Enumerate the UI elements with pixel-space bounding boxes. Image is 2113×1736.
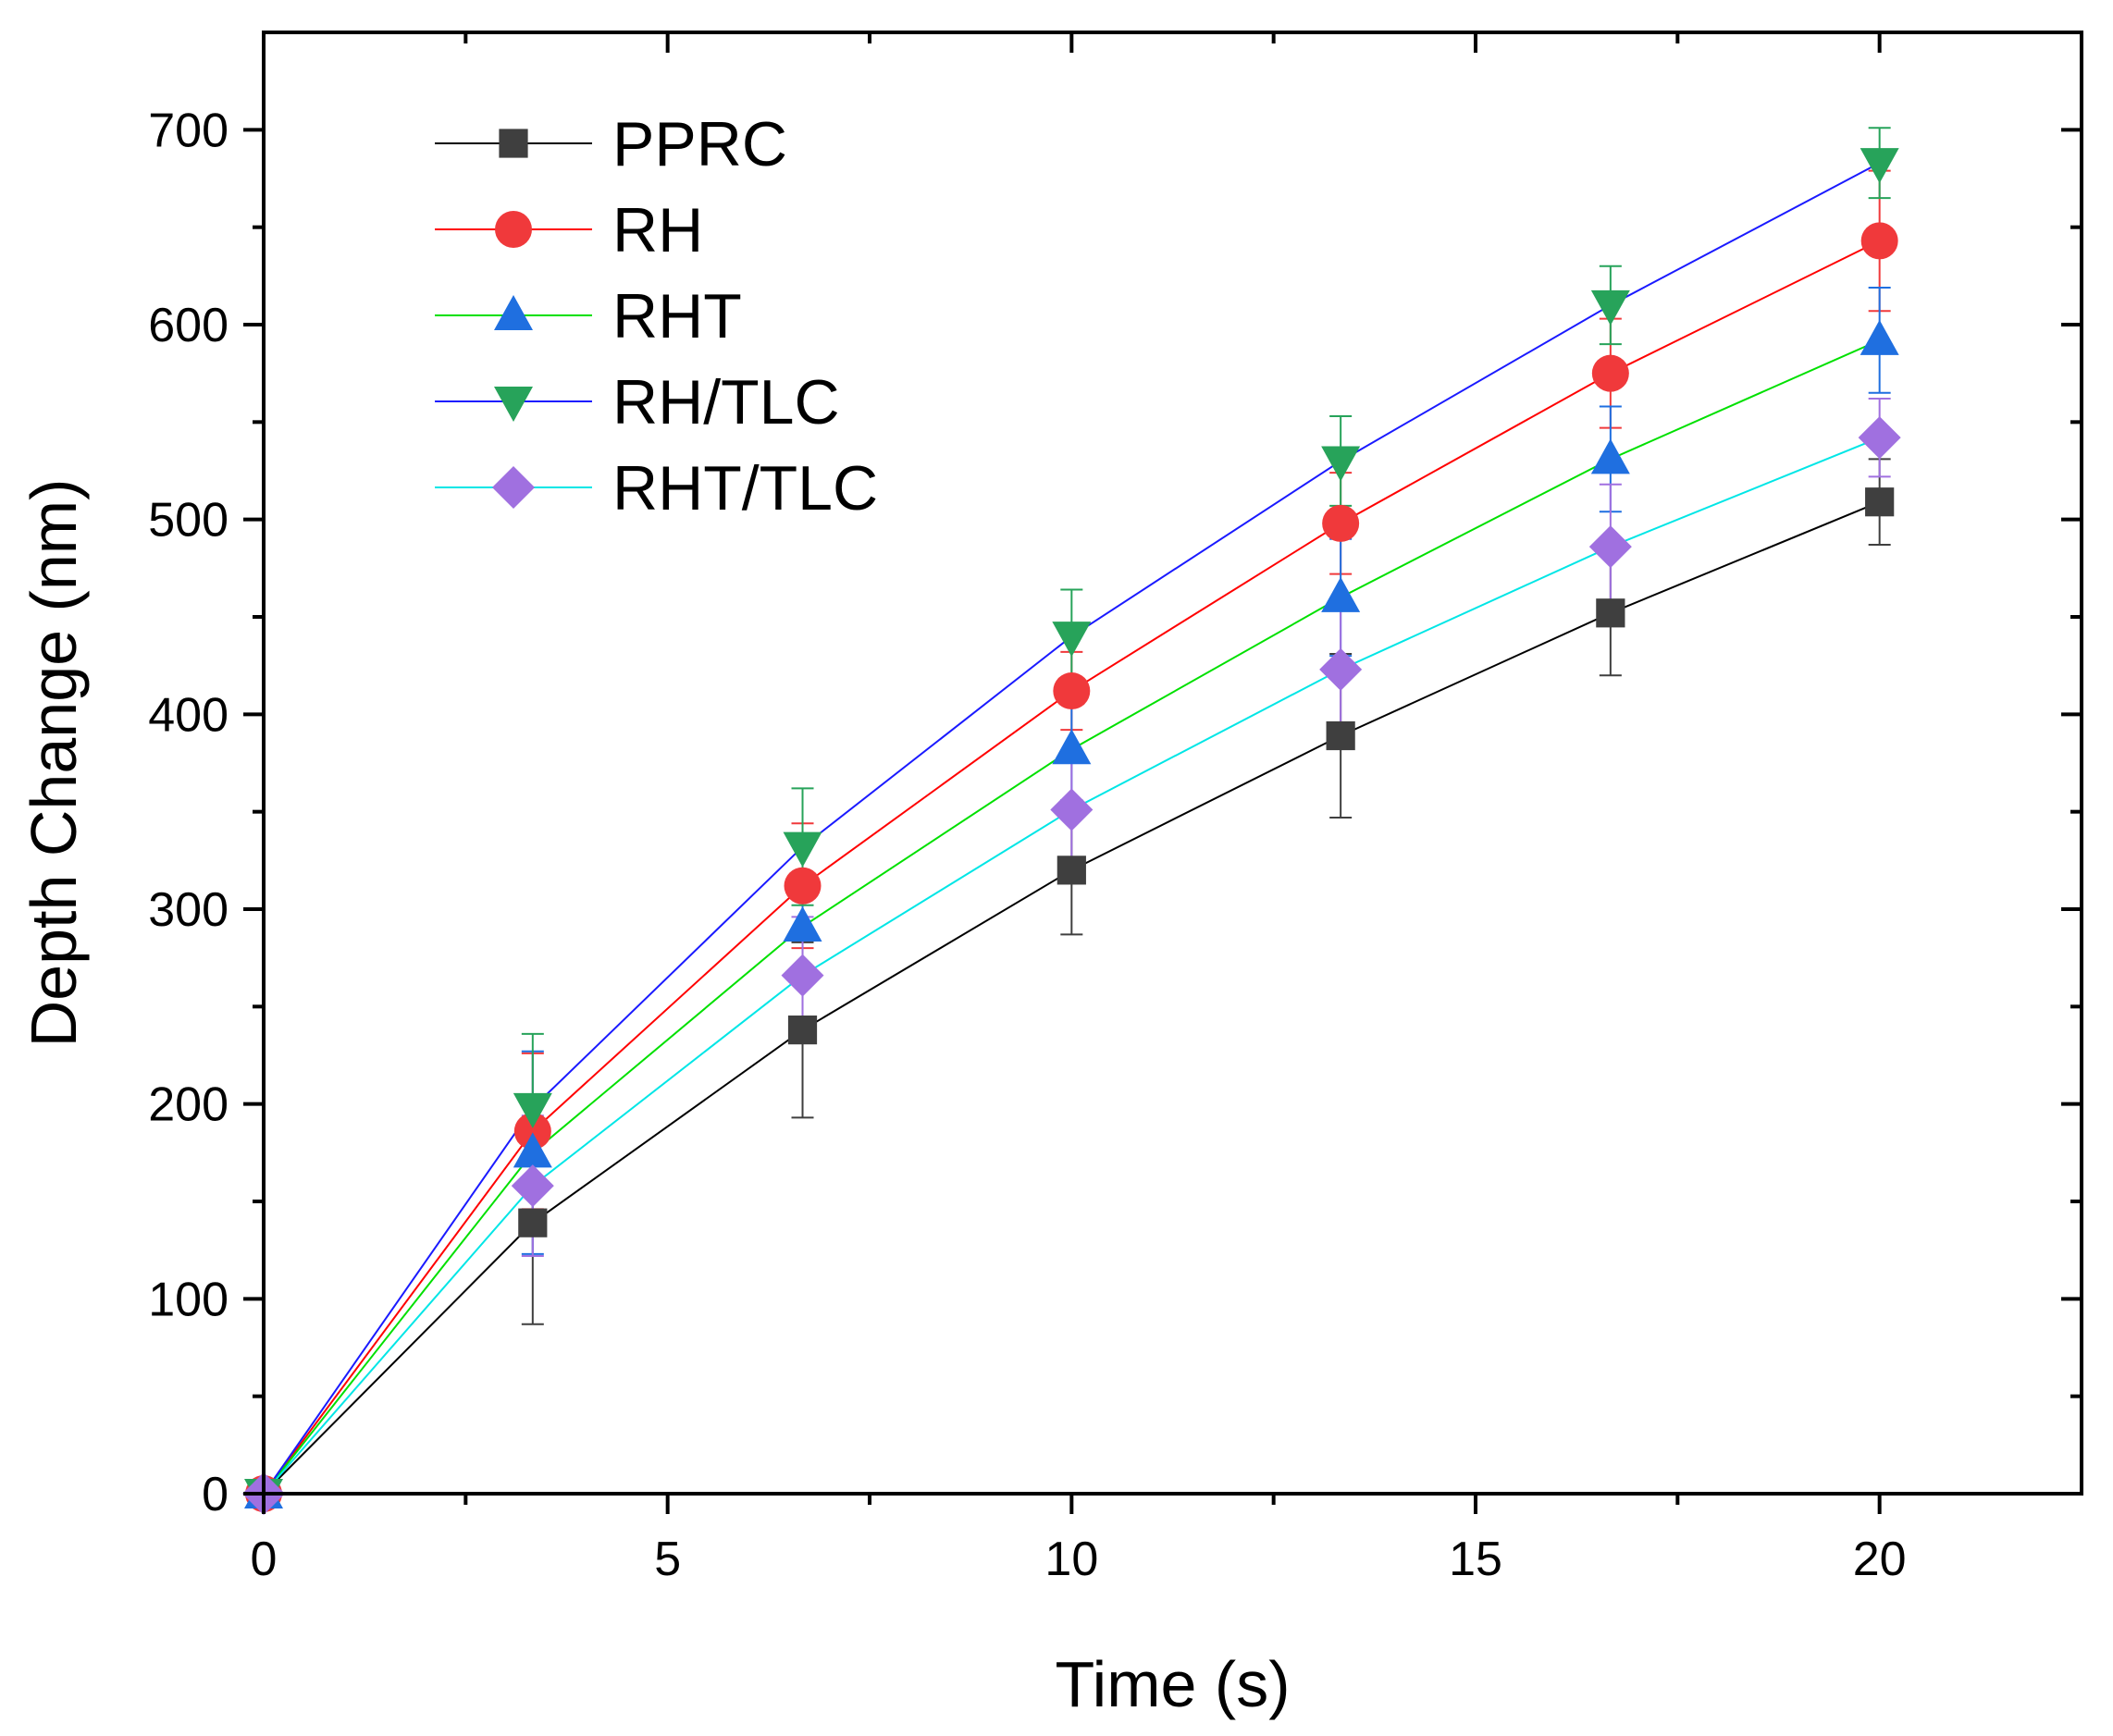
y-tick-label: 0 (202, 1468, 229, 1521)
data-point (787, 1016, 818, 1045)
legend-item: RH/TLC (435, 367, 840, 437)
y-tick-label: 500 (148, 494, 229, 548)
data-point (1591, 354, 1629, 392)
legend-label: RH (612, 195, 703, 265)
y-tick-label: 100 (148, 1273, 229, 1326)
data-point (1865, 487, 1895, 517)
legend-label: RHT (612, 281, 742, 351)
legend-marker (492, 466, 535, 509)
data-point (513, 1113, 551, 1151)
data-point (1056, 856, 1086, 885)
y-axis-title: Depth Change (nm) (18, 479, 90, 1048)
y-tick-label: 700 (148, 104, 229, 157)
data-point (784, 867, 822, 905)
x-tick-label: 5 (654, 1533, 681, 1586)
data-point (781, 954, 824, 997)
data-point (1050, 788, 1094, 831)
data-point (1321, 576, 1361, 612)
data-point (1321, 446, 1361, 482)
series-markers-pprc (249, 487, 1895, 1508)
data-point (1590, 289, 1630, 326)
data-point (1319, 647, 1363, 691)
x-tick-label: 15 (1449, 1533, 1502, 1586)
legend-marker (494, 295, 533, 330)
data-point (1052, 622, 1092, 658)
data-point (1860, 319, 1899, 355)
x-axis-title: Time (s) (1055, 1648, 1290, 1720)
data-point (518, 1208, 548, 1237)
y-tick-label: 200 (148, 1078, 229, 1132)
data-point (1053, 672, 1091, 710)
x-tick-label: 10 (1044, 1533, 1098, 1586)
legend-item: RHT/TLC (435, 453, 878, 523)
data-point (1860, 222, 1898, 260)
x-tick-label: 20 (1853, 1533, 1907, 1586)
y-tick-label: 600 (148, 299, 229, 352)
data-point (511, 1164, 554, 1208)
data-point (1858, 416, 1901, 460)
data-point (1322, 504, 1360, 542)
x-tick-label: 0 (251, 1533, 278, 1586)
data-point (1326, 720, 1355, 751)
legend-item: RH (435, 195, 703, 265)
y-tick-label: 400 (148, 688, 229, 742)
series-layer (242, 127, 1901, 1515)
legend-item: RHT (435, 281, 742, 351)
legend-label: RHT/TLC (612, 453, 878, 523)
data-point (1860, 148, 1899, 184)
plot-frame (262, 31, 2083, 1496)
legend-marker (494, 387, 533, 422)
data-point (1052, 729, 1092, 765)
legend-label: PPRC (612, 109, 787, 179)
data-point (783, 905, 822, 942)
data-point (513, 1092, 552, 1128)
legend-marker (499, 129, 528, 158)
legend-item: PPRC (435, 109, 787, 179)
data-point (783, 831, 822, 868)
legend-marker (495, 211, 532, 248)
data-point (1596, 598, 1625, 628)
y-tick-label: 300 (148, 883, 229, 937)
legend-label: RH/TLC (612, 367, 840, 437)
data-point (513, 1132, 552, 1168)
series-markers-rht (244, 319, 1899, 1508)
data-point (1590, 438, 1630, 474)
data-point (1588, 525, 1632, 569)
legend: PPRC RH RHT RH/TLC RHT/TLC (435, 109, 878, 523)
